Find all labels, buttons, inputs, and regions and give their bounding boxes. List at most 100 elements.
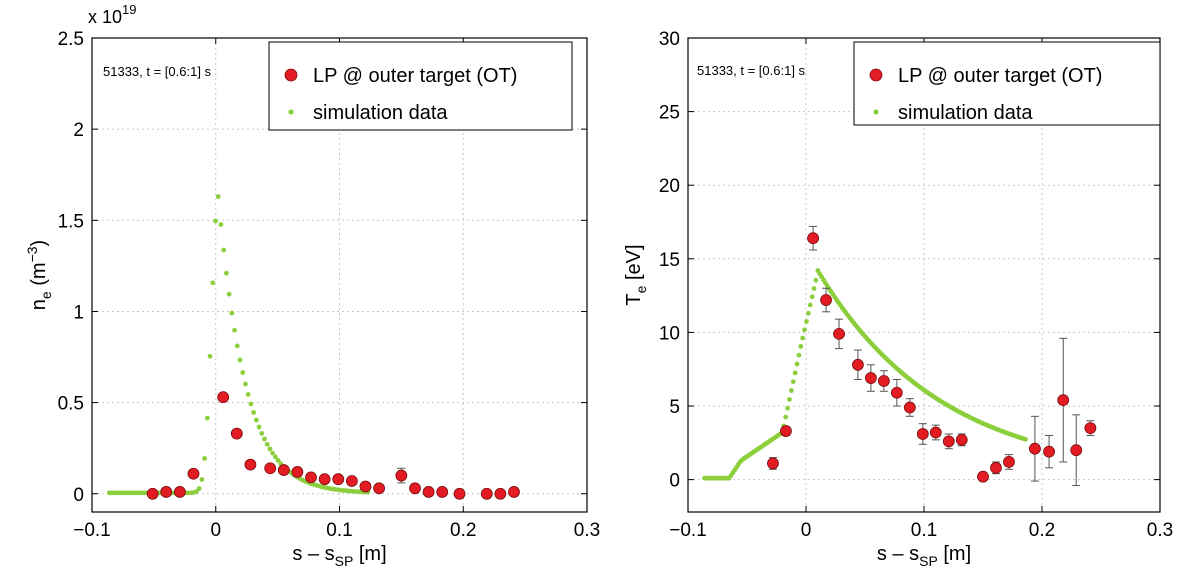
measured-point [395, 469, 408, 482]
measured-point [1070, 444, 1083, 457]
measured-point [359, 480, 372, 493]
simulation-point [199, 477, 205, 482]
measured-point [345, 475, 358, 487]
y-tick-label: 0.5 [58, 394, 84, 415]
simulation-point [809, 294, 815, 300]
simulation-point [243, 381, 248, 387]
y-tick-label: 2.5 [58, 29, 84, 50]
measured-point [852, 358, 864, 371]
simulation-point [251, 410, 257, 415]
simulation-point [275, 458, 281, 463]
measured-point [807, 232, 819, 245]
simulation-point [194, 489, 199, 494]
simulation-point [783, 414, 789, 420]
simulation-point [272, 454, 278, 460]
measured-point [890, 386, 903, 399]
simulation-point [229, 310, 235, 316]
measured-point [494, 487, 507, 500]
simulation-point [790, 379, 796, 385]
measured-point [942, 435, 955, 448]
simulation-point [226, 291, 232, 297]
simulation-point [264, 441, 270, 447]
measured-point [508, 486, 520, 498]
x-tick-label: 0.3 [574, 520, 600, 541]
legend-label-measured: LP @ outer target (OT) [313, 65, 517, 87]
measured-point [903, 401, 916, 414]
x-tick-label: 0 [210, 520, 221, 541]
measured-point [990, 461, 1002, 474]
x-tick-label: 0.3 [1147, 520, 1173, 541]
measured-point [1057, 394, 1070, 407]
legend-marker-measured [869, 68, 883, 82]
measured-point [780, 425, 792, 437]
simulation-point [237, 357, 243, 363]
measured-point [146, 487, 159, 500]
y-tick-label: 10 [659, 323, 680, 344]
simulation-point [792, 370, 798, 376]
y-tick-label: 1 [73, 302, 84, 323]
legend: LP @ outer target (OT) simulation data [853, 41, 1161, 126]
measured-point [373, 482, 386, 495]
y-tick-label: 30 [659, 29, 680, 50]
simulation-point [196, 486, 202, 491]
legend-label-simulation: simulation data [313, 102, 448, 124]
legend-marker-simulation [288, 109, 294, 115]
x-tick-label: 0.2 [1029, 520, 1055, 541]
measured-point [1029, 442, 1041, 455]
x-tick-label: −0.1 [669, 520, 707, 541]
simulation-point [202, 456, 208, 461]
simulation-point [213, 218, 218, 224]
x-tick-label: 0 [801, 520, 812, 541]
y-tick-label: 15 [659, 250, 680, 271]
simulation-point [800, 335, 806, 341]
simulation-point [248, 401, 254, 407]
simulation-point [785, 405, 790, 411]
simulation-point [1023, 436, 1028, 442]
measured-point [264, 462, 277, 475]
simulation-point [204, 415, 210, 421]
simulation-point [267, 446, 273, 452]
y-tick-label: 25 [659, 103, 680, 124]
simulation-point [811, 286, 817, 291]
measured-point [230, 427, 243, 440]
measured-point [318, 473, 331, 486]
simulation-point [240, 370, 246, 375]
measured-point [955, 433, 968, 446]
x-axis-label: s – sSP [m] [877, 543, 971, 569]
simulation-point [215, 194, 221, 200]
measured-point [277, 464, 290, 476]
simulation-point [788, 388, 794, 393]
measured-point [767, 457, 779, 470]
measured-point [1084, 422, 1097, 434]
x-axis-label: s – sSP [m] [292, 543, 386, 569]
measured-point [929, 426, 942, 439]
simulation-point [259, 431, 265, 436]
simulation-point [234, 343, 240, 349]
simulation-point [796, 352, 802, 358]
measured-point [865, 372, 877, 384]
measured-point [1003, 456, 1015, 468]
y-axis-label: Te [eV] [623, 244, 649, 305]
measured-point [217, 391, 230, 404]
y-tick-label: 1.5 [58, 211, 84, 232]
measured-point [453, 487, 466, 500]
y-tick-label: 0 [669, 471, 680, 492]
legend-label-measured: LP @ outer target (OT) [898, 65, 1102, 87]
x-tick-label: −0.1 [73, 520, 111, 541]
measured-point [160, 486, 173, 498]
legend-label-simulation: simulation data [898, 102, 1033, 124]
simulation-point [807, 302, 813, 308]
measured-point [244, 458, 257, 471]
simulation-point [270, 450, 276, 456]
simulation-point [223, 270, 229, 276]
simulation-point [232, 327, 237, 333]
y-tick-label: 20 [659, 176, 680, 197]
measured-point [916, 428, 929, 440]
y-tick-label: 0 [73, 485, 84, 506]
simulation-point [805, 310, 811, 316]
simulation-point [210, 280, 216, 286]
annotation-text: 51333, t = [0.6:1] s [103, 64, 212, 79]
measured-point [173, 486, 186, 498]
